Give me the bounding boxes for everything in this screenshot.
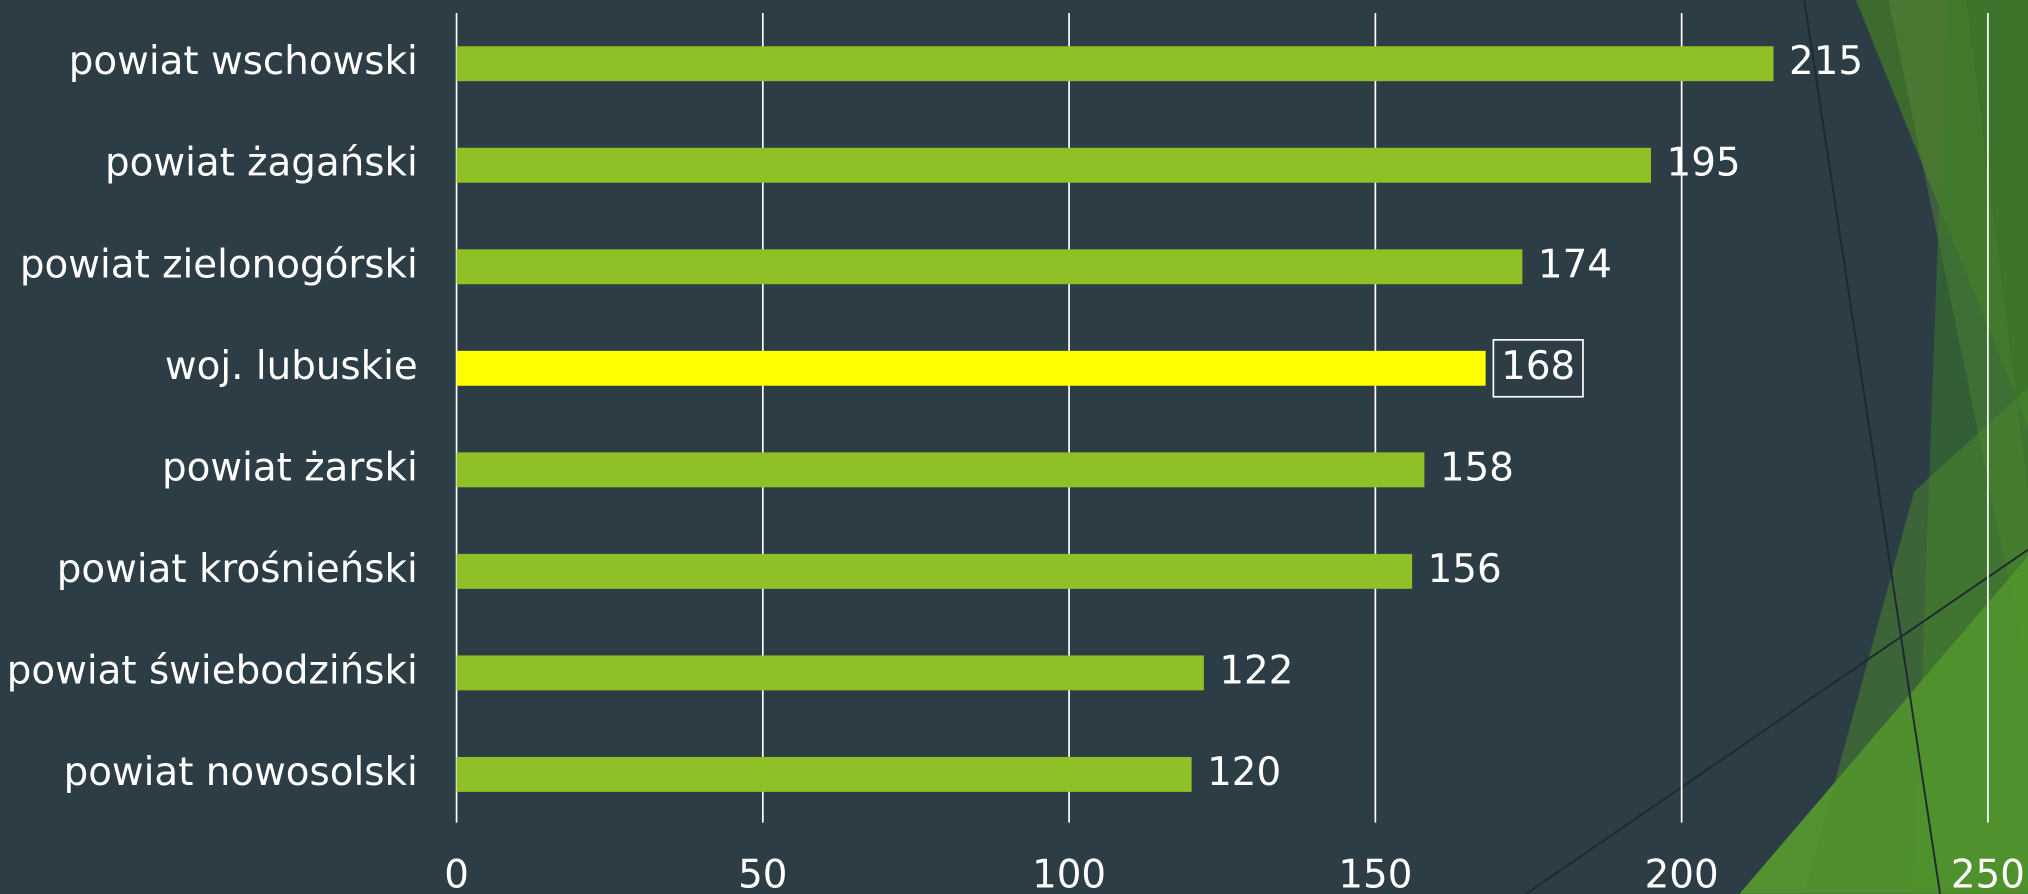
x-tick-label: 250 <box>1951 852 2025 894</box>
y-tick-label: woj. lubuskie <box>165 344 418 389</box>
bar <box>457 351 1486 386</box>
y-tick-label: powiat świebodziński <box>7 648 418 693</box>
value-label: 158 <box>1440 445 1514 490</box>
y-tick-label: powiat żagański <box>105 141 418 186</box>
x-tick-label: 200 <box>1645 852 1719 894</box>
page: {"chart_data": {"type": "hbar", "categor… <box>0 0 2028 894</box>
bar <box>457 452 1425 487</box>
bar <box>457 554 1413 589</box>
y-tick-label: powiat nowosolski <box>64 750 418 795</box>
bar <box>457 757 1192 792</box>
y-tick-label: powiat żarski <box>162 445 418 490</box>
y-tick-label: powiat wschowski <box>69 39 418 84</box>
background-decoration <box>1526 0 2028 894</box>
bar <box>457 46 1774 81</box>
bar <box>457 655 1204 690</box>
x-tick-label: 100 <box>1032 852 1106 894</box>
bar <box>457 148 1651 183</box>
value-label: 156 <box>1428 547 1502 592</box>
bar <box>457 249 1523 284</box>
x-tick-label: 150 <box>1338 852 1412 894</box>
value-label: 174 <box>1538 242 1612 287</box>
value-label: 122 <box>1219 648 1293 693</box>
value-label: 215 <box>1789 39 1863 84</box>
x-tick-label: 50 <box>738 852 787 894</box>
chart: 0 50 100 150 200 250 powiat wschowski 215 powiat… <box>0 0 2028 894</box>
value-label: 195 <box>1667 141 1741 186</box>
value-label: 120 <box>1207 750 1281 795</box>
y-tick-label: powiat zielonogórski <box>20 242 418 287</box>
plot-area: 0 50 100 150 200 250 powiat wschowski 215 powiat… <box>7 13 2025 894</box>
x-tick-label: 0 <box>444 852 469 894</box>
value-label: 168 <box>1501 344 1575 389</box>
y-tick-label: powiat krośnieński <box>57 547 418 592</box>
